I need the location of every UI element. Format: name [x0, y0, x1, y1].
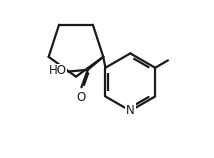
Text: O: O [76, 91, 85, 104]
Text: N: N [126, 104, 135, 117]
Text: HO: HO [48, 64, 67, 77]
